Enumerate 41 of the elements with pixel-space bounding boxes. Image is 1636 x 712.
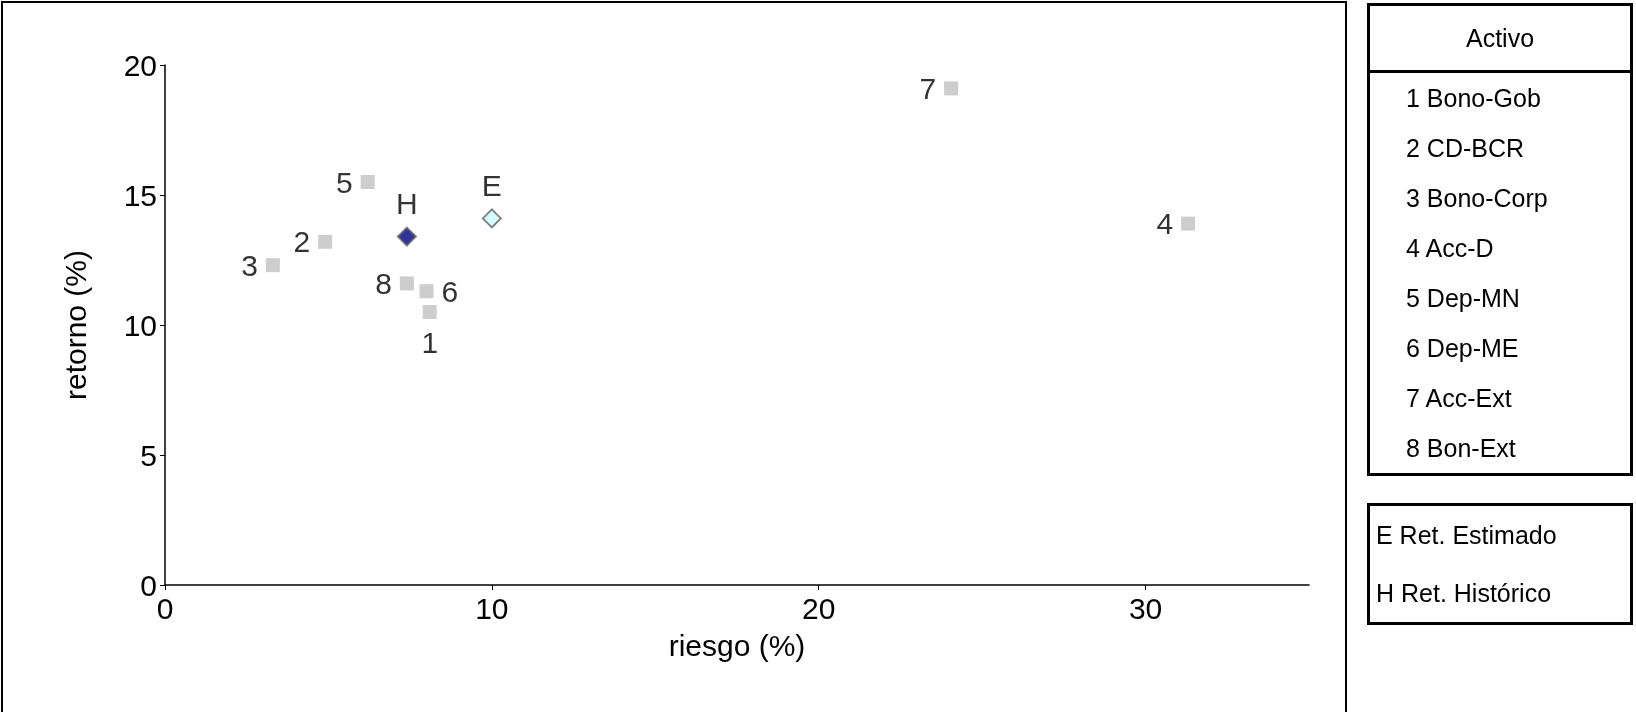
point — [360, 175, 375, 189]
y-tick-label: 5 — [140, 438, 157, 472]
series-label: 6 — [441, 274, 459, 308]
x-tick-label: 10 — [475, 591, 509, 625]
series-label: 7 — [919, 71, 937, 105]
series-label: E — [481, 168, 502, 202]
point — [481, 208, 502, 229]
series-label: H — [396, 187, 418, 221]
point — [944, 81, 959, 96]
y-tick-label: 10 — [123, 308, 157, 342]
point — [419, 284, 434, 299]
text: H Ret. Histórico — [1375, 578, 1553, 609]
series-label: 3 — [241, 248, 258, 282]
x-axis-title: riesgo (%) — [668, 628, 806, 662]
series-label: 1 — [421, 325, 439, 359]
text: 3 Bono-Corp — [1405, 183, 1549, 214]
x-tick-label: 30 — [1128, 591, 1163, 625]
text: 4 Acc-D — [1405, 233, 1495, 264]
series-label: 4 — [1156, 207, 1174, 241]
y-tick-label: 20 — [123, 48, 157, 82]
series-label: 5 — [335, 165, 353, 199]
text: 6 Dep-ME — [1405, 333, 1520, 364]
text: 2 CD-BCR — [1405, 133, 1526, 164]
x-tick-label: 20 — [802, 591, 836, 625]
point — [265, 258, 280, 273]
text: E Ret. Estimado — [1375, 520, 1558, 551]
text: 5 Dep-MN — [1405, 283, 1521, 314]
series-label: 8 — [375, 266, 392, 300]
text: 1 Bono-Gob — [1405, 83, 1542, 114]
series-label: 2 — [293, 225, 311, 259]
point — [318, 234, 333, 249]
y-tick-label: 0 — [140, 568, 157, 602]
y-tick-label: 15 — [123, 178, 157, 212]
text: 7 Acc-Ext — [1405, 383, 1513, 414]
point — [1181, 216, 1196, 231]
y-axis-title: retorno (%) — [58, 249, 92, 401]
point — [399, 276, 414, 291]
point — [396, 226, 417, 247]
text: 8 Bon-Ext — [1405, 433, 1517, 464]
legend-title: Activo — [1370, 6, 1630, 73]
point — [422, 305, 437, 319]
